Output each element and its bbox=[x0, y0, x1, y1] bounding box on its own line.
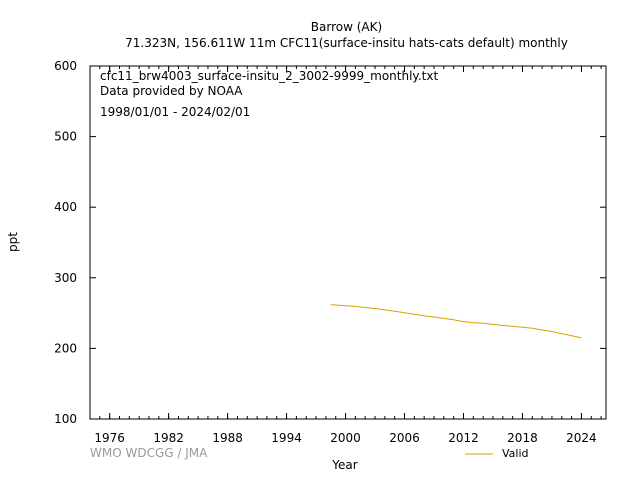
y-tick-label: 500 bbox=[54, 130, 77, 144]
x-tick-label: 2000 bbox=[330, 431, 361, 445]
y-tick-label: 200 bbox=[54, 341, 77, 355]
x-tick-label: 2018 bbox=[507, 431, 538, 445]
x-tick-label: 1976 bbox=[94, 431, 125, 445]
y-tick-label: 100 bbox=[54, 412, 77, 426]
x-axis-label: Year bbox=[332, 458, 358, 472]
x-tick-label: 2012 bbox=[448, 431, 479, 445]
y-tick-label: 300 bbox=[54, 271, 77, 285]
x-tick-label: 1994 bbox=[271, 431, 302, 445]
data-period: 1998/01/01 - 2024/02/01 bbox=[100, 105, 251, 119]
x-tick-label: 2024 bbox=[566, 431, 597, 445]
data-file-name: cfc11_brw4003_surface-insitu_2_3002-9999… bbox=[100, 69, 439, 83]
x-tick-label: 1988 bbox=[212, 431, 243, 445]
x-tick-label: 1982 bbox=[153, 431, 184, 445]
credit-text: WMO WDCGG / JMA bbox=[90, 446, 208, 460]
chart-title-details: 71.323N, 156.611W 11m CFC11(surface-insi… bbox=[125, 36, 568, 50]
legend-label-valid: Valid bbox=[502, 447, 529, 460]
x-tick-label: 2006 bbox=[389, 431, 420, 445]
series-line-valid bbox=[330, 304, 582, 339]
axis-ticks bbox=[89, 65, 606, 420]
y-tick-label: 400 bbox=[54, 200, 77, 214]
data-provider: Data provided by NOAA bbox=[100, 84, 243, 98]
y-axis-label: ppt bbox=[6, 232, 20, 252]
plot-frame bbox=[89, 65, 607, 420]
series-layer bbox=[330, 304, 582, 339]
axis-tick-labels: 100 200 300 400 500 600 1976 1982 1988 1994 2000 20… bbox=[54, 59, 597, 445]
chart-title-station: Barrow (AK) bbox=[310, 20, 383, 34]
y-tick-label: 600 bbox=[54, 59, 77, 73]
